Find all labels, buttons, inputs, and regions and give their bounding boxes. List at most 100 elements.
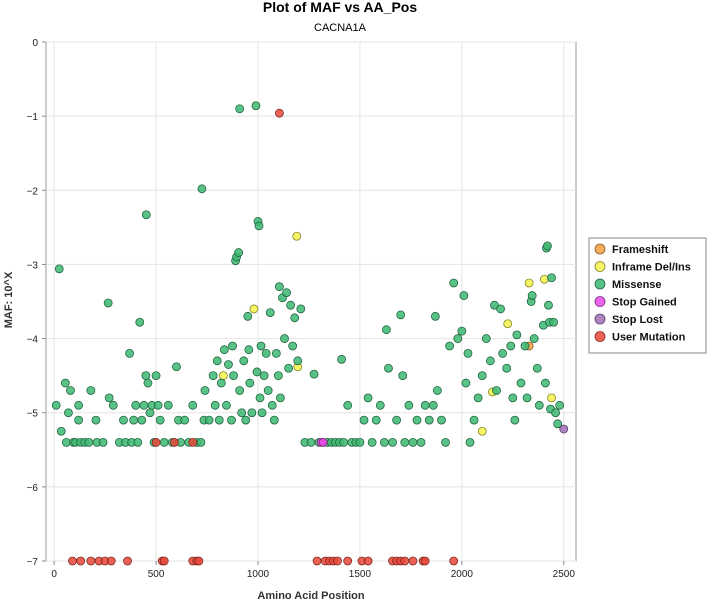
point-user-mutation	[312, 556, 322, 566]
point-missense	[510, 415, 520, 425]
point-missense	[172, 362, 181, 372]
point-missense	[251, 101, 261, 111]
chart-legend: Frameshift Inframe Del/Ins Missense Stop Ga…	[588, 237, 707, 354]
point-user-mutation	[333, 556, 342, 566]
point-missense	[271, 348, 281, 358]
point-inframe-del-ins	[540, 274, 549, 284]
point-missense	[441, 437, 450, 447]
point-missense	[163, 400, 173, 410]
point-missense	[196, 437, 206, 447]
point-missense	[276, 393, 285, 403]
x-tick-label: 1500	[349, 569, 372, 580]
point-missense	[527, 291, 537, 300]
point-missense	[143, 378, 153, 388]
point-missense	[520, 341, 530, 351]
x-tick-label: 1000	[247, 569, 270, 580]
x-tick-label: 0	[51, 569, 57, 580]
point-user-mutation	[363, 556, 373, 566]
point-inframe-del-ins	[547, 393, 556, 403]
point-missense	[522, 393, 532, 403]
point-missense	[91, 415, 101, 425]
legend-marker-inframe-del-ins	[594, 261, 606, 272]
point-missense	[375, 400, 385, 410]
point-missense	[420, 400, 430, 410]
point-missense	[453, 334, 463, 343]
point-missense	[371, 415, 381, 425]
point-missense	[243, 311, 253, 321]
point-missense	[269, 415, 279, 425]
point-missense	[254, 221, 264, 231]
legend-label-inframe-del-ins: Inframe Del/Ins	[612, 262, 691, 274]
chart-title: Plot of MAF vs AA_Pos	[263, 0, 417, 15]
legend-label-frameshift: Frameshift	[612, 244, 669, 256]
point-missense	[255, 393, 265, 403]
point-inframe-del-ins	[524, 278, 534, 288]
point-missense	[235, 386, 245, 395]
point-missense	[214, 415, 224, 425]
y-tick-label: 0	[32, 38, 38, 49]
legend-label-user-mutation: User Mutation	[612, 332, 686, 344]
point-missense	[544, 300, 553, 310]
point-user-mutation	[106, 556, 116, 566]
point-missense	[512, 330, 522, 340]
point-missense	[388, 437, 397, 447]
point-user-mutation	[188, 437, 198, 447]
point-missense	[555, 400, 565, 410]
chart-subtitle: CACNA1A	[314, 22, 367, 34]
y-tick-label: −5	[27, 409, 39, 420]
point-missense	[188, 400, 198, 410]
point-missense	[416, 437, 426, 447]
point-user-mutation	[194, 556, 204, 566]
point-missense	[398, 371, 408, 381]
point-missense	[125, 348, 134, 358]
point-missense	[457, 326, 467, 336]
point-missense	[309, 369, 319, 379]
point-missense	[103, 298, 113, 308]
legend-marker-user-mutation	[594, 331, 606, 342]
point-missense	[437, 415, 446, 425]
point-missense	[98, 437, 108, 447]
point-missense	[267, 400, 277, 410]
point-missense	[212, 356, 222, 366]
point-missense	[449, 278, 459, 288]
point-missense	[506, 341, 516, 351]
x-axis-label: Amino Acid Position	[257, 590, 364, 600]
point-missense	[224, 360, 233, 369]
point-missense	[400, 437, 410, 447]
point-missense	[428, 400, 438, 410]
point-missense	[477, 371, 487, 381]
legend-marker-stop-lost	[594, 313, 606, 325]
point-user-mutation	[151, 437, 161, 447]
point-missense	[404, 400, 414, 410]
point-missense	[131, 400, 141, 410]
point-missense	[141, 371, 151, 381]
point-missense	[290, 313, 300, 323]
point-missense	[227, 415, 236, 425]
point-missense	[180, 415, 190, 425]
point-missense	[252, 367, 262, 377]
point-missense	[445, 341, 455, 351]
point-missense	[473, 393, 483, 403]
point-user-mutation	[68, 556, 77, 566]
point-missense	[339, 437, 349, 447]
point-missense	[485, 356, 495, 366]
point-missense	[263, 386, 273, 395]
point-missense	[104, 393, 114, 403]
point-missense	[379, 437, 389, 447]
point-missense	[219, 345, 229, 355]
point-missense	[204, 415, 214, 425]
point-missense	[553, 419, 563, 429]
y-tick-label: −4	[27, 335, 39, 346]
point-stop-gained	[318, 437, 328, 447]
point-missense	[384, 363, 393, 373]
point-inframe-del-ins	[477, 426, 487, 436]
point-missense	[64, 408, 73, 418]
point-missense	[241, 415, 251, 425]
point-user-mutation	[86, 556, 96, 566]
point-missense	[151, 371, 161, 381]
y-tick-label: −3	[27, 260, 39, 271]
point-missense	[469, 415, 479, 425]
plot-area	[45, 41, 577, 562]
point-missense	[543, 241, 552, 251]
